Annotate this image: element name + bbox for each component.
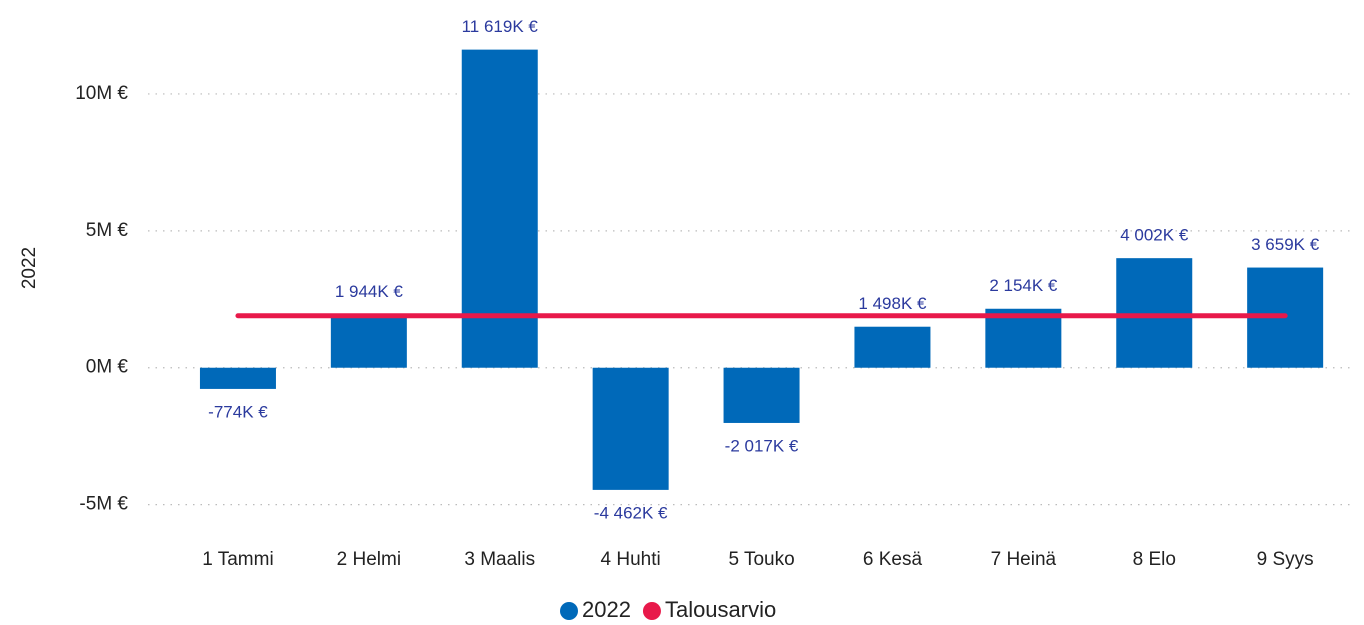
y-tick-label: -5M €	[79, 494, 128, 515]
bar	[461, 49, 538, 368]
bar	[985, 308, 1062, 368]
data-label: 1 498K €	[858, 294, 927, 313]
data-label: 4 002K €	[1120, 226, 1189, 245]
bar	[723, 367, 800, 423]
x-tick-label: 7 Heinä	[991, 549, 1057, 570]
data-label: 3 659K €	[1251, 235, 1320, 254]
bar	[330, 314, 407, 368]
legend-label: Talousarvio	[665, 597, 776, 622]
data-label: -4 462K €	[594, 503, 668, 522]
data-label: 1 944K €	[335, 282, 404, 301]
x-tick-label: 2 Helmi	[337, 549, 401, 570]
data-label: -774K €	[208, 402, 268, 421]
y-tick-label: 0M €	[86, 357, 129, 378]
y-tick-label: 10M €	[75, 83, 128, 104]
bar	[592, 367, 669, 490]
x-tick-label: 1 Tammi	[202, 549, 273, 570]
legend-marker	[560, 602, 578, 620]
legend-marker	[642, 602, 661, 620]
data-label: 11 619K €	[462, 17, 539, 36]
data-label: 2 154K €	[989, 276, 1058, 295]
x-tick-label: 8 Elo	[1133, 549, 1176, 570]
x-tick-label: 6 Kesä	[863, 549, 923, 570]
bar	[199, 367, 276, 389]
bar	[854, 326, 931, 368]
y-tick-label: 5M €	[86, 220, 129, 241]
bar	[1116, 258, 1193, 368]
legend-label: 2022	[582, 597, 631, 622]
x-tick-label: 3 Maalis	[464, 549, 535, 570]
x-tick-label: 9 Syys	[1257, 549, 1314, 570]
x-tick-label: 4 Huhti	[601, 549, 661, 570]
y-axis-title: 2022	[19, 247, 40, 289]
x-tick-label: 5 Touko	[728, 549, 794, 570]
data-label: -2 017K €	[725, 436, 799, 455]
